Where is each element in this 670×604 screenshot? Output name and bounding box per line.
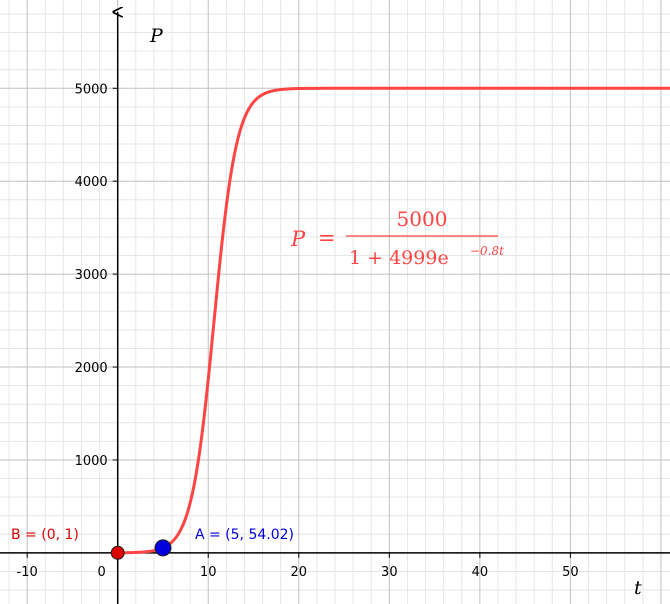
y-axis-title: P (149, 25, 164, 47)
y-tick-label: 1000 (75, 454, 108, 469)
formula-denominator: 1 + 4999e (349, 247, 449, 269)
formula-numerator: 5000 (397, 207, 448, 231)
point-a (154, 539, 172, 557)
point-b-label: B = (0, 1) (11, 527, 79, 543)
curve-layer (116, 86, 670, 555)
tick-labels: -10 0 10 20 30 40 50 1000 2000 3000 4000 5000 (17, 82, 579, 580)
logistic-curve (116, 86, 670, 555)
x-tick-label: 20 (291, 565, 308, 580)
x-tick-label: -10 (17, 565, 38, 580)
x-axis-title: t (634, 577, 642, 599)
formula-equals: = (318, 226, 336, 250)
formula-lhs: P (290, 227, 306, 251)
y-tick-label: 5000 (75, 82, 108, 97)
x-tick-label: 40 (472, 565, 489, 580)
points-layer: B = (0, 1) A = (5, 54.02) (11, 527, 294, 560)
point-b (110, 545, 125, 560)
point-a-label: A = (5, 54.02) (195, 527, 294, 543)
x-tick-label: 0 (98, 565, 106, 580)
y-tick-label: 4000 (75, 175, 108, 190)
x-tick-label: 10 (200, 565, 217, 580)
formula-exponent: −0.8t (470, 244, 504, 258)
x-tick-label: 50 (562, 565, 579, 580)
y-tick-label: 3000 (75, 268, 108, 283)
y-tick-label: 2000 (75, 361, 108, 376)
x-tick-label: 30 (381, 565, 398, 580)
formula-annotation: P = 5000 1 + 4999e −0.8t (290, 207, 504, 269)
